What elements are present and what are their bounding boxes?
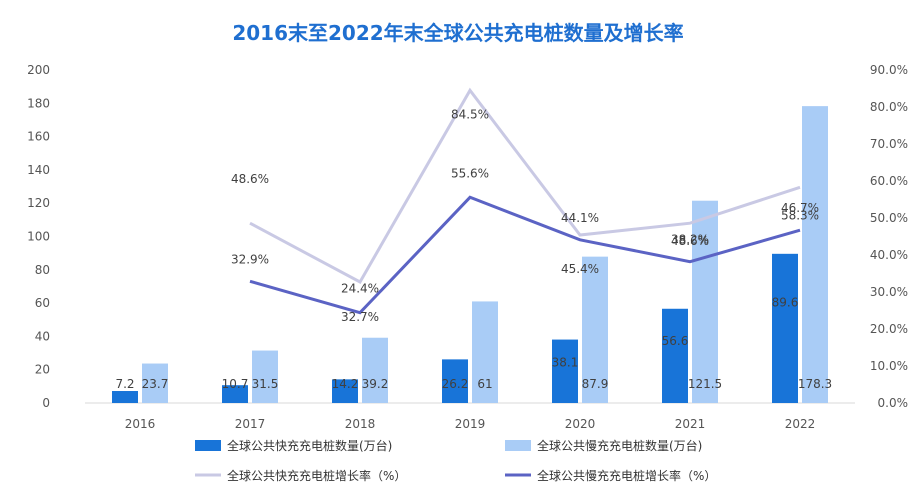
bar-slow bbox=[802, 106, 828, 404]
y-left-tick-label: 60 bbox=[35, 296, 50, 310]
legend-label: 全球公共快充充电桩增长率（%） bbox=[227, 468, 406, 483]
x-tick-label: 2016 bbox=[125, 417, 156, 431]
y-right-tick-label: 0.0% bbox=[878, 396, 909, 410]
bar-fast bbox=[662, 308, 688, 403]
line-value-label: 55.6% bbox=[451, 166, 489, 180]
legend-label: 全球公共慢充充电桩增长率（%） bbox=[537, 468, 716, 483]
bar-value-label: 39.2 bbox=[362, 377, 389, 391]
y-right-tick-label: 40.0% bbox=[870, 248, 908, 262]
bar-value-label: 56.6 bbox=[662, 334, 689, 348]
bar-value-label: 87.9 bbox=[582, 377, 609, 391]
line-value-label: 32.9% bbox=[231, 252, 269, 266]
y-left-tick-label: 20 bbox=[35, 363, 50, 377]
legend-label: 全球公共慢充充电桩数量(万台) bbox=[537, 438, 702, 453]
line-value-label: 32.7% bbox=[341, 310, 379, 324]
bar-slow bbox=[472, 301, 498, 403]
bar-value-label: 23.7 bbox=[142, 377, 169, 391]
line-value-label: 48.6% bbox=[671, 234, 709, 248]
data-labels: 7.2 10.7 14.2 26.2 38.1 56.6 89.6 23.7 31.5 39.2 6… bbox=[115, 107, 832, 391]
y-right-tick-label: 80.0% bbox=[870, 100, 908, 114]
line-value-label: 24.4% bbox=[341, 282, 379, 296]
y-right-tick-label: 30.0% bbox=[870, 285, 908, 299]
y-left-tick-label: 80 bbox=[35, 263, 50, 277]
line-value-label: 84.5% bbox=[451, 107, 489, 121]
bar-value-label: 10.7 bbox=[222, 377, 249, 391]
y-left-tick-label: 140 bbox=[27, 163, 50, 177]
bar-value-label: 14.2 bbox=[332, 377, 359, 391]
line-value-label: 58.3% bbox=[781, 208, 819, 222]
bars bbox=[112, 106, 828, 404]
x-tick-label: 2018 bbox=[345, 417, 376, 431]
bar-fast bbox=[112, 391, 138, 403]
legend-label: 全球公共快充充电桩数量(万台) bbox=[227, 438, 392, 453]
bar-slow bbox=[252, 350, 278, 403]
bar-fast bbox=[552, 339, 578, 403]
legend-swatch bbox=[505, 440, 531, 451]
y-left-tick-label: 200 bbox=[27, 63, 50, 77]
line-value-label: 46.7% bbox=[781, 201, 819, 215]
line-value-label: 45.4% bbox=[561, 262, 599, 276]
line-fast-growth bbox=[249, 87, 801, 285]
bar-slow bbox=[692, 200, 718, 403]
y-right-tick-label: 10.0% bbox=[870, 359, 908, 373]
chart-title: 2016末至2022年末全球公共充电桩数量及增长率 bbox=[232, 21, 683, 45]
bar-value-label: 7.2 bbox=[115, 377, 134, 391]
y-right-tick-label: 50.0% bbox=[870, 211, 908, 225]
line-value-label: 44.1% bbox=[561, 211, 599, 225]
y-left-tick-label: 100 bbox=[27, 230, 50, 244]
line-value-label: 38.2% bbox=[671, 233, 709, 247]
y-left-tick-label: 160 bbox=[27, 130, 50, 144]
y-right-tick-label: 60.0% bbox=[870, 174, 908, 188]
bar-value-label: 178.3 bbox=[798, 377, 832, 391]
bar-fast bbox=[442, 359, 468, 403]
y-left-tick-label: 40 bbox=[35, 329, 50, 343]
y-left-tick-label: 120 bbox=[27, 196, 50, 210]
y-right-tick-label: 70.0% bbox=[870, 137, 908, 151]
bar-slow bbox=[142, 363, 168, 403]
y-right-tick-label: 20.0% bbox=[870, 322, 908, 336]
x-tick-label: 2022 bbox=[785, 417, 816, 431]
bar-value-label: 61 bbox=[477, 377, 492, 391]
bar-value-label: 26.2 bbox=[442, 377, 469, 391]
legend: 全球公共快充充电桩数量(万台) 全球公共慢充充电桩数量(万台) 全球公共快充充电桩增… bbox=[195, 438, 716, 483]
y-left-tick-label: 180 bbox=[27, 96, 50, 110]
bar-fast bbox=[222, 385, 248, 403]
bar-value-label: 31.5 bbox=[252, 377, 279, 391]
y-right-tick-label: 90.0% bbox=[870, 63, 908, 77]
axes: 0 20 40 60 80 100 120 140 160 180 200 0.0% 10.0% 20.0… bbox=[27, 63, 908, 431]
bar-value-label: 38.1 bbox=[552, 356, 579, 370]
x-tick-label: 2020 bbox=[565, 417, 596, 431]
bar-fast bbox=[332, 379, 358, 403]
line-value-label: 48.6% bbox=[231, 172, 269, 186]
line-slow-growth bbox=[249, 195, 801, 315]
bar-fast bbox=[772, 253, 798, 403]
y-left-tick-label: 0 bbox=[42, 396, 50, 410]
bar-slow bbox=[582, 256, 608, 403]
x-tick-label: 2019 bbox=[455, 417, 486, 431]
bar-value-label: 121.5 bbox=[688, 377, 722, 391]
bar-slow bbox=[362, 337, 388, 403]
bar-value-label: 89.6 bbox=[772, 296, 799, 310]
x-tick-label: 2021 bbox=[675, 417, 706, 431]
x-tick-label: 2017 bbox=[235, 417, 266, 431]
lines bbox=[249, 87, 801, 315]
legend-swatch bbox=[195, 440, 221, 451]
